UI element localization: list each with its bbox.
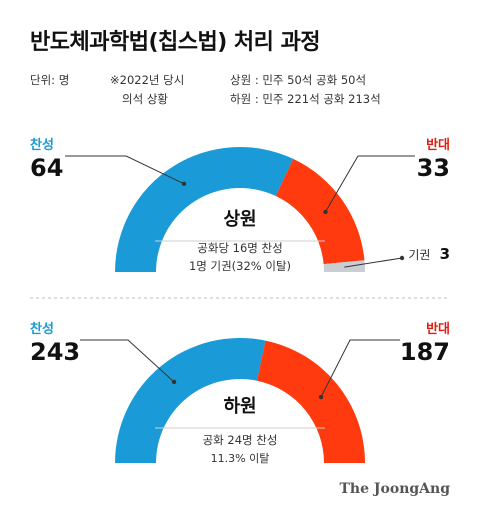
senate-no-leader xyxy=(325,155,415,213)
house-no-leader-dot xyxy=(318,394,324,400)
house-note-2: 11.3% 이탈 xyxy=(210,452,270,465)
senate-no-value: 33 xyxy=(416,154,450,182)
senate-yes-label: 찬성 xyxy=(30,138,54,153)
unit-label: 단위: 명 xyxy=(30,73,70,87)
senate-yes-leader xyxy=(65,155,185,185)
senate-yes-leader-dot xyxy=(181,181,187,186)
senate-abstain: 기권 3 xyxy=(408,244,450,263)
senate-no-leader-dot xyxy=(323,209,328,215)
house-yes-slice xyxy=(115,338,266,463)
note-line-1: ※2022년 당시 xyxy=(110,73,185,87)
house-note-1: 공화 24명 찬성 xyxy=(202,433,278,447)
house-no-value: 187 xyxy=(399,338,450,366)
senate-note-1: 공화당 16명 찬성 xyxy=(197,241,283,255)
senate-abstain-leader xyxy=(344,257,403,268)
senate-chart-title: 상원 xyxy=(223,209,257,230)
note-line-2: 의석 상황 xyxy=(122,92,168,106)
leader-lines xyxy=(65,155,415,400)
senate-abstain-slice xyxy=(323,260,365,272)
house-yes-label: 찬성 xyxy=(30,322,54,337)
house-no-slice xyxy=(257,340,365,463)
senate-note-2: 1명 기권(32% 이탈) xyxy=(188,259,292,273)
senate-abstain-value: 3 xyxy=(439,245,450,263)
senate-yes-value: 64 xyxy=(30,154,64,182)
house-yes-value: 243 xyxy=(30,338,81,366)
house-donut xyxy=(115,338,365,463)
senate-abstain-label: 기권 xyxy=(408,248,431,262)
senate-no-slice xyxy=(275,158,365,265)
senate-abstain-leader-dot xyxy=(399,255,405,261)
publisher-logo: The JoongAng xyxy=(339,481,450,497)
senate-no-label: 반대 xyxy=(426,138,450,153)
house-yes-leader xyxy=(80,339,175,383)
house-chart-title: 하원 xyxy=(223,396,257,417)
house-yes-leader-dot xyxy=(171,379,177,385)
page-title: 반도체과학법(칩스법) 처리 과정 xyxy=(30,30,321,55)
house-no-label: 반대 xyxy=(426,322,450,337)
senate-seat-info: 상원 : 민주 50석 공화 50석 xyxy=(230,73,367,87)
house-no-leader xyxy=(320,339,400,398)
house-seat-info: 하원 : 민주 221석 공화 213석 xyxy=(230,92,381,106)
